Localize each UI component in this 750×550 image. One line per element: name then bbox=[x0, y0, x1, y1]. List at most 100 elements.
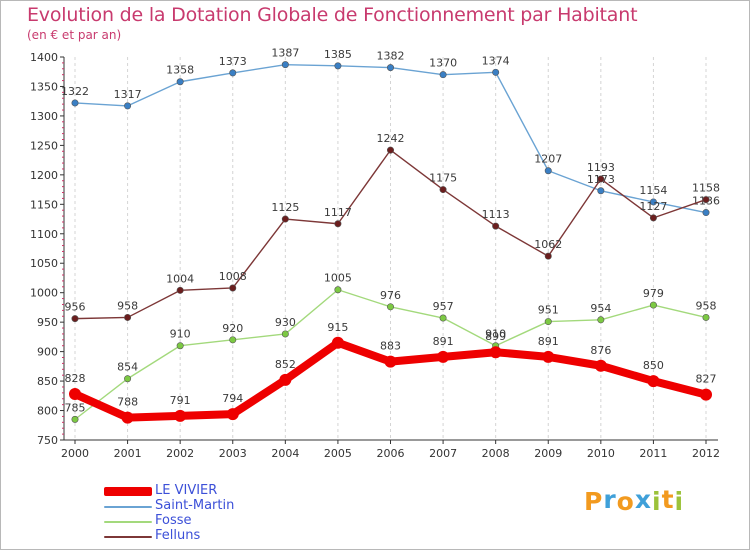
point-fosse-2002 bbox=[176, 342, 184, 350]
data-label-fosse-2007: 957 bbox=[433, 300, 454, 313]
data-label-felluns-2011: 1127 bbox=[639, 200, 667, 213]
data-label-fosse-2000: 785 bbox=[65, 401, 86, 414]
point-fosse-2010 bbox=[597, 316, 605, 324]
data-label-fosse-2008: 910 bbox=[485, 328, 506, 341]
point-felluns-2002 bbox=[176, 286, 184, 294]
legend-swatch-saint-martin bbox=[104, 505, 152, 508]
y-tick-label-950: 950 bbox=[37, 316, 58, 329]
point-fosse-2009 bbox=[544, 318, 552, 326]
y-tick-label-850: 850 bbox=[37, 375, 58, 388]
x-tick-label-2006: 2006 bbox=[377, 447, 405, 460]
data-label-saint-martin-2002: 1358 bbox=[166, 64, 194, 77]
x-tick-label-2008: 2008 bbox=[482, 447, 510, 460]
point-saint-martin-2001 bbox=[124, 102, 132, 110]
legend-swatch-fosse bbox=[104, 520, 152, 523]
data-label-fosse-2011: 979 bbox=[643, 287, 664, 300]
point-saint-martin-2006 bbox=[386, 64, 394, 72]
data-label-fosse-2003: 920 bbox=[222, 322, 243, 335]
point-fosse-2001 bbox=[124, 375, 132, 383]
data-label-felluns-2006: 1242 bbox=[377, 132, 405, 145]
data-label-saint-martin-2011: 1154 bbox=[639, 184, 667, 197]
proxiti-logo: Proxiti bbox=[584, 485, 684, 516]
chart-subtitle: (en € et par an) bbox=[27, 28, 122, 42]
logo-letter: x bbox=[634, 485, 652, 514]
point-felluns-2004 bbox=[281, 215, 289, 223]
point-felluns-2003 bbox=[229, 284, 237, 292]
data-label-felluns-2000: 956 bbox=[65, 301, 86, 314]
y-tick-label-1150: 1150 bbox=[30, 198, 58, 211]
chart-title: Evolution de la Dotation Globale de Fonc… bbox=[27, 4, 638, 26]
point-fosse-2007 bbox=[439, 314, 447, 322]
x-tick-label-2000: 2000 bbox=[61, 447, 89, 460]
data-label-felluns-2008: 1113 bbox=[482, 208, 510, 221]
point-le-vivier-2004 bbox=[279, 373, 292, 386]
data-label-fosse-2001: 854 bbox=[117, 361, 138, 374]
data-label-felluns-2003: 1008 bbox=[219, 270, 247, 283]
point-felluns-2010 bbox=[597, 175, 605, 183]
point-saint-martin-2000 bbox=[71, 99, 79, 107]
x-tick-label-2001: 2001 bbox=[114, 447, 142, 460]
point-le-vivier-2011 bbox=[647, 375, 660, 388]
logo-letter: r bbox=[603, 485, 617, 514]
x-tick-label-2004: 2004 bbox=[271, 447, 299, 460]
point-felluns-2000 bbox=[71, 315, 79, 323]
legend-label-felluns: Felluns bbox=[155, 528, 201, 543]
data-label-le-vivier-2009: 891 bbox=[538, 335, 559, 348]
data-label-le-vivier-2003: 794 bbox=[222, 392, 243, 405]
data-label-felluns-2001: 958 bbox=[117, 299, 138, 312]
point-felluns-2012 bbox=[702, 196, 710, 204]
data-label-saint-martin-2007: 1370 bbox=[429, 57, 457, 70]
point-le-vivier-2009 bbox=[542, 350, 555, 363]
point-saint-martin-2009 bbox=[544, 167, 552, 175]
data-label-felluns-2005: 1117 bbox=[324, 206, 352, 219]
point-le-vivier-2002 bbox=[174, 409, 187, 422]
point-fosse-2006 bbox=[386, 303, 394, 311]
point-le-vivier-2001 bbox=[121, 411, 134, 424]
logo-letter: t bbox=[661, 485, 675, 514]
y-tick-label-1000: 1000 bbox=[30, 287, 58, 300]
point-felluns-2011 bbox=[649, 214, 657, 222]
point-le-vivier-2012 bbox=[700, 388, 712, 401]
data-label-felluns-2007: 1175 bbox=[429, 172, 457, 185]
legend-item-fosse: Fosse bbox=[104, 513, 324, 529]
data-label-le-vivier-2012: 827 bbox=[696, 373, 717, 386]
logo-letter: o bbox=[616, 487, 635, 516]
point-le-vivier-2008 bbox=[489, 346, 502, 359]
logo-letter: P bbox=[584, 487, 604, 516]
point-fosse-2011 bbox=[649, 301, 657, 309]
x-tick-label-2005: 2005 bbox=[324, 447, 352, 460]
y-tick-label-750: 750 bbox=[37, 434, 58, 447]
data-label-felluns-2009: 1062 bbox=[534, 238, 562, 251]
data-label-fosse-2004: 930 bbox=[275, 316, 296, 329]
series-fosse: 785 854 910 920 930 1005 976 957 910 951 954 979 958 bbox=[65, 272, 717, 423]
logo-letter: i bbox=[652, 487, 662, 516]
point-le-vivier-2003 bbox=[226, 408, 239, 421]
point-felluns-2008 bbox=[492, 222, 500, 230]
data-label-saint-martin-2009: 1207 bbox=[534, 153, 562, 166]
point-felluns-2006 bbox=[386, 146, 394, 154]
legend-item-saint-martin: Saint-Martin bbox=[104, 498, 324, 514]
data-label-le-vivier-2004: 852 bbox=[275, 358, 296, 371]
point-felluns-2007 bbox=[439, 186, 447, 194]
point-saint-martin-2007 bbox=[439, 71, 447, 79]
data-label-felluns-2012: 1158 bbox=[692, 182, 720, 195]
point-saint-martin-2004 bbox=[281, 61, 289, 69]
legend-label-le-vivier: LE VIVIER bbox=[155, 483, 218, 498]
data-label-saint-martin-2006: 1382 bbox=[377, 50, 405, 63]
data-label-saint-martin-2008: 1374 bbox=[482, 54, 510, 67]
data-label-fosse-2012: 958 bbox=[696, 299, 717, 312]
x-tick-label-2011: 2011 bbox=[639, 447, 667, 460]
point-felluns-2005 bbox=[334, 220, 342, 228]
x-tick-label-2003: 2003 bbox=[219, 447, 247, 460]
point-felluns-2009 bbox=[544, 252, 552, 260]
point-saint-martin-2008 bbox=[492, 68, 500, 76]
point-saint-martin-2010 bbox=[597, 187, 605, 195]
data-label-le-vivier-2002: 791 bbox=[170, 394, 191, 407]
data-label-saint-martin-2000: 1322 bbox=[61, 85, 89, 98]
y-tick-label-1200: 1200 bbox=[30, 169, 58, 182]
chart-legend: LE VIVIER Saint-Martin Fosse Felluns bbox=[104, 483, 324, 544]
data-label-fosse-2005: 1005 bbox=[324, 272, 352, 285]
y-tick-label-900: 900 bbox=[37, 346, 58, 359]
y-tick-label-1300: 1300 bbox=[30, 110, 58, 123]
